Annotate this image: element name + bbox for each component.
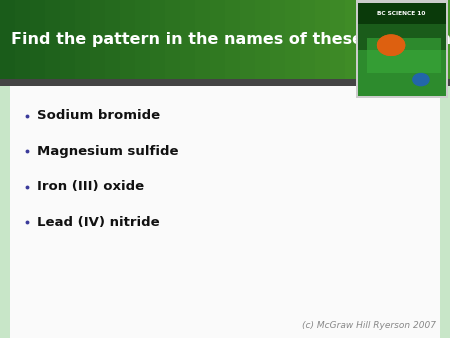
- FancyBboxPatch shape: [366, 38, 441, 73]
- FancyBboxPatch shape: [390, 0, 405, 79]
- FancyBboxPatch shape: [90, 0, 105, 79]
- Text: BC SCIENCE 10: BC SCIENCE 10: [378, 11, 426, 16]
- Circle shape: [378, 35, 405, 55]
- FancyBboxPatch shape: [165, 0, 180, 79]
- FancyBboxPatch shape: [150, 0, 166, 79]
- Text: Sodium bromide: Sodium bromide: [37, 110, 160, 122]
- FancyBboxPatch shape: [345, 0, 360, 79]
- FancyBboxPatch shape: [0, 79, 450, 86]
- FancyBboxPatch shape: [356, 0, 448, 98]
- FancyBboxPatch shape: [105, 0, 121, 79]
- FancyBboxPatch shape: [0, 86, 450, 338]
- FancyBboxPatch shape: [180, 0, 195, 79]
- FancyBboxPatch shape: [75, 0, 90, 79]
- FancyBboxPatch shape: [210, 0, 225, 79]
- FancyBboxPatch shape: [330, 0, 346, 79]
- Text: Find the pattern in the names of these compounds: Find the pattern in the names of these c…: [11, 32, 450, 47]
- FancyBboxPatch shape: [255, 0, 270, 79]
- FancyBboxPatch shape: [225, 0, 240, 79]
- FancyBboxPatch shape: [0, 0, 15, 79]
- FancyBboxPatch shape: [45, 0, 60, 79]
- FancyBboxPatch shape: [15, 0, 31, 79]
- FancyBboxPatch shape: [420, 0, 436, 79]
- Text: Lead (IV) nitride: Lead (IV) nitride: [37, 216, 160, 229]
- FancyBboxPatch shape: [315, 0, 330, 79]
- FancyBboxPatch shape: [358, 3, 446, 96]
- FancyBboxPatch shape: [440, 86, 450, 338]
- FancyBboxPatch shape: [360, 0, 375, 79]
- FancyBboxPatch shape: [270, 0, 285, 79]
- FancyBboxPatch shape: [375, 0, 391, 79]
- Circle shape: [378, 35, 405, 55]
- FancyBboxPatch shape: [60, 0, 76, 79]
- FancyBboxPatch shape: [120, 0, 135, 79]
- Circle shape: [413, 74, 429, 86]
- Text: Iron (III) oxide: Iron (III) oxide: [37, 180, 144, 193]
- FancyBboxPatch shape: [435, 0, 450, 79]
- FancyBboxPatch shape: [285, 0, 301, 79]
- FancyBboxPatch shape: [240, 0, 256, 79]
- FancyBboxPatch shape: [195, 0, 211, 79]
- Text: Magnesium sulfide: Magnesium sulfide: [37, 145, 178, 158]
- FancyBboxPatch shape: [358, 50, 446, 96]
- FancyBboxPatch shape: [358, 3, 446, 24]
- FancyBboxPatch shape: [405, 0, 420, 79]
- FancyBboxPatch shape: [135, 0, 150, 79]
- FancyBboxPatch shape: [300, 0, 315, 79]
- Text: (c) McGraw Hill Ryerson 2007: (c) McGraw Hill Ryerson 2007: [302, 320, 436, 330]
- FancyBboxPatch shape: [30, 0, 45, 79]
- FancyBboxPatch shape: [0, 86, 10, 338]
